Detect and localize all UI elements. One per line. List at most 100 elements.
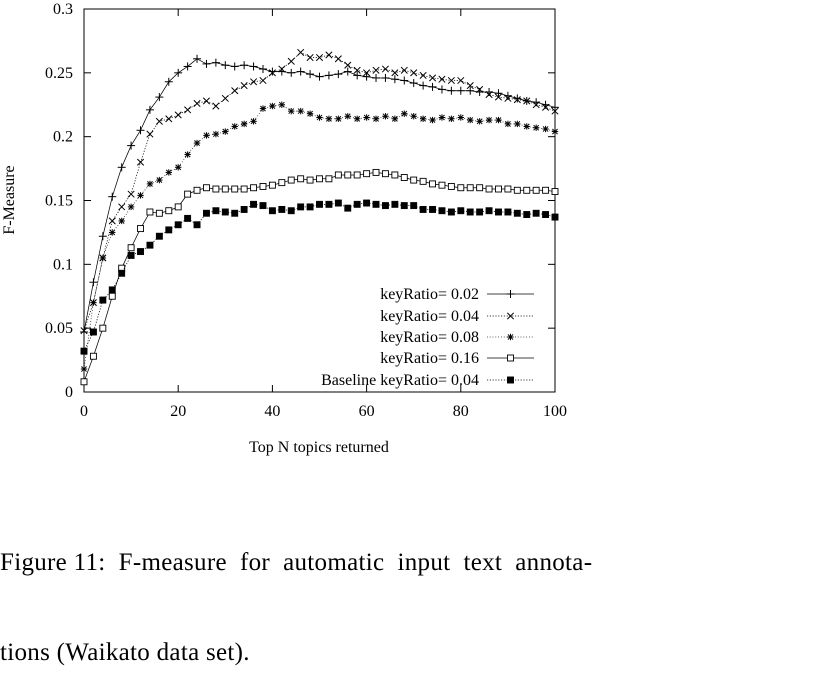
data-point (324, 71, 333, 80)
data-point (316, 200, 323, 208)
data-point (523, 186, 531, 194)
data-point (211, 58, 220, 67)
data-point (428, 74, 437, 82)
series-line (83, 202, 556, 352)
data-point (409, 79, 418, 88)
data-point (315, 72, 324, 81)
data-point (447, 86, 456, 95)
figure-caption: Figure 11: F-measure for automatic input… (0, 488, 820, 698)
data-point (504, 208, 512, 216)
y-axis-label: F-Measure (1, 165, 18, 234)
data-point (174, 221, 182, 229)
data-point (297, 175, 305, 183)
data-point (222, 128, 229, 135)
data-point (127, 141, 136, 150)
data-point (127, 203, 135, 211)
caption-line-1: Figure 11: F-measure for automatic input… (0, 549, 593, 576)
data-point (146, 208, 154, 216)
data-point (306, 70, 315, 79)
data-point (259, 183, 267, 190)
data-point (297, 203, 305, 211)
data-point (363, 69, 371, 77)
data-point (127, 244, 135, 252)
data-point (400, 202, 408, 210)
data-point (513, 186, 521, 194)
data-point (146, 130, 154, 138)
data-point (278, 205, 286, 213)
x-tick-label: 100 (543, 403, 567, 420)
y-tick-label: 0.2 (53, 129, 73, 146)
data-point (80, 347, 88, 355)
data-point (485, 207, 493, 215)
data-point (99, 254, 107, 262)
data-point (193, 221, 201, 229)
data-point (212, 102, 220, 110)
data-point (155, 209, 163, 217)
data-point (334, 171, 342, 179)
data-point (335, 115, 342, 122)
data-point (127, 190, 135, 198)
data-point (363, 114, 370, 121)
data-point (240, 82, 248, 90)
data-point (268, 207, 276, 215)
data-point (532, 186, 540, 194)
data-point (137, 248, 144, 256)
data-point (137, 225, 144, 233)
data-point (495, 116, 502, 124)
data-point (476, 85, 484, 93)
data-point (136, 126, 145, 135)
data-point (467, 116, 474, 124)
data-point (99, 324, 107, 332)
data-point (155, 117, 163, 125)
data-point (485, 185, 493, 193)
data-point (296, 67, 305, 76)
data-point (278, 65, 286, 73)
data-point (240, 61, 249, 70)
data-point (193, 99, 201, 108)
data-point (353, 171, 361, 179)
data-point (513, 96, 521, 104)
data-point (287, 207, 295, 215)
data-point (108, 292, 116, 300)
data-point (90, 299, 97, 306)
data-point (165, 207, 173, 215)
legend: keyRatio= 0.02 keyRatio= 0.04 keyRatio= 0.… (321, 286, 534, 389)
data-point (504, 94, 512, 102)
data-point (297, 48, 305, 56)
data-point (390, 75, 399, 84)
data-point (400, 66, 408, 74)
data-point (372, 200, 380, 208)
data-point (259, 105, 267, 112)
y-tick-label: 0 (65, 384, 73, 401)
series-2 (80, 48, 559, 335)
series-layer (80, 48, 559, 386)
data-point (542, 211, 550, 218)
data-point (523, 123, 530, 130)
data-point (145, 105, 154, 114)
data-point (372, 168, 380, 176)
data-point (438, 75, 446, 83)
data-point (212, 130, 220, 138)
data-point (419, 177, 427, 185)
data-point (221, 61, 230, 70)
data-point (165, 226, 173, 234)
data-point (80, 327, 88, 335)
data-point (174, 111, 182, 119)
data-point (438, 181, 446, 189)
data-point (457, 114, 464, 121)
data-point (466, 208, 474, 216)
legend-label: keyRatio= 0.08 (380, 329, 479, 346)
data-point (401, 110, 408, 117)
data-point (231, 209, 239, 217)
legend-entry: Baseline keyRatio= 0.04 (321, 372, 534, 389)
data-point (391, 200, 399, 208)
data-point (268, 181, 276, 189)
series-3 (80, 101, 559, 373)
data-point (202, 97, 211, 105)
legend-marker (507, 333, 514, 341)
series-4 (80, 168, 559, 386)
data-point (447, 208, 455, 216)
data-point (193, 54, 202, 63)
data-point (146, 241, 154, 249)
legend-entry: keyRatio= 0.16 (380, 350, 534, 367)
